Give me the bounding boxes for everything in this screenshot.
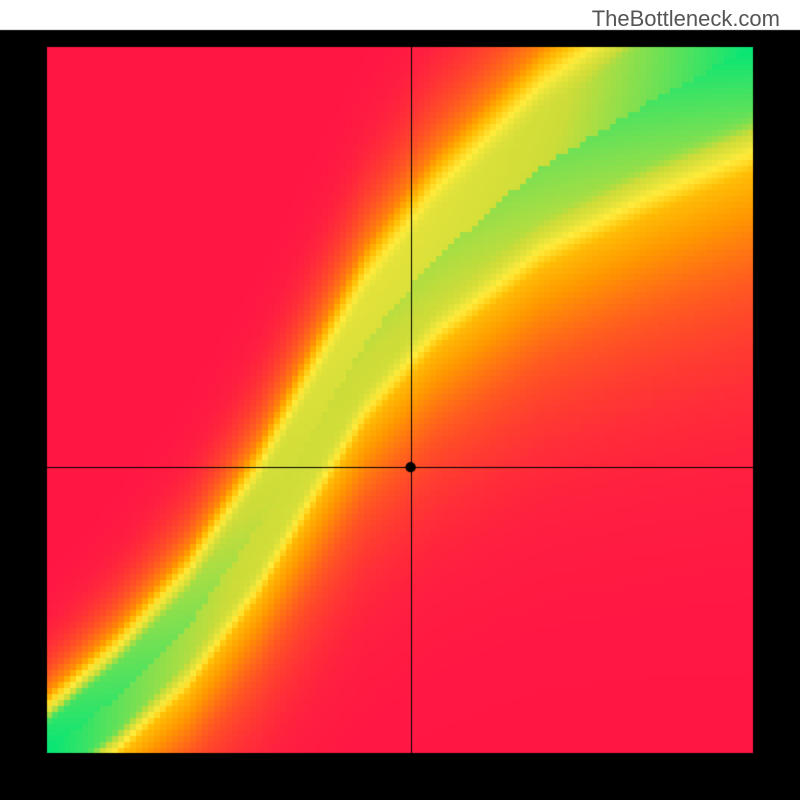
bottleneck-heatmap-canvas [0,0,800,800]
chart-container: TheBottleneck.com [0,0,800,800]
watermark-text: TheBottleneck.com [592,6,780,32]
